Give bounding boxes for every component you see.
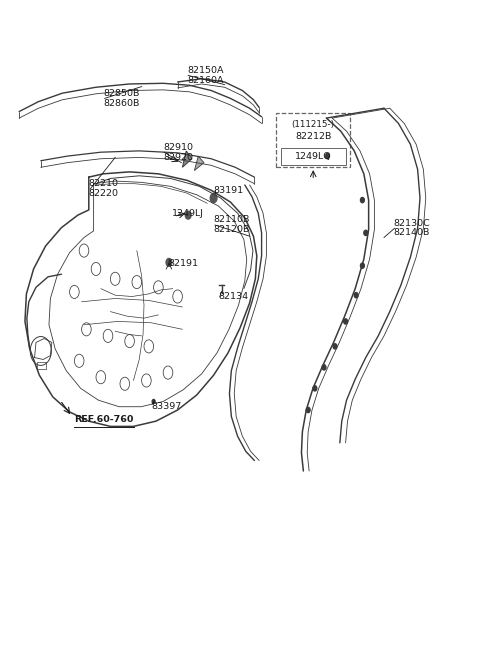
Text: 82920: 82920 — [163, 153, 193, 162]
Text: 1249LJ: 1249LJ — [172, 209, 204, 218]
Text: 82150A: 82150A — [187, 66, 224, 75]
Circle shape — [360, 263, 364, 268]
Circle shape — [210, 194, 217, 203]
Text: 82134: 82134 — [218, 292, 249, 301]
Circle shape — [152, 400, 155, 403]
Text: 1249LQ: 1249LQ — [295, 152, 332, 161]
Circle shape — [166, 258, 172, 266]
Circle shape — [322, 365, 326, 370]
Text: 82210: 82210 — [89, 179, 119, 188]
Circle shape — [333, 344, 337, 349]
Polygon shape — [194, 156, 204, 171]
Text: 82110B: 82110B — [214, 215, 250, 224]
Circle shape — [313, 386, 317, 391]
Text: 83397: 83397 — [151, 402, 181, 411]
Circle shape — [185, 211, 191, 219]
Text: 82130C: 82130C — [394, 218, 431, 228]
Circle shape — [325, 154, 329, 159]
Circle shape — [344, 319, 348, 324]
Text: 82860B: 82860B — [103, 99, 140, 108]
Text: 82120B: 82120B — [214, 225, 250, 234]
Text: 82220: 82220 — [89, 189, 119, 198]
Circle shape — [354, 293, 358, 298]
Text: 82191: 82191 — [168, 259, 198, 268]
Circle shape — [364, 230, 368, 236]
Polygon shape — [182, 151, 192, 167]
Text: (111215-): (111215-) — [292, 120, 335, 129]
Text: 82160A: 82160A — [187, 76, 224, 85]
Text: 82910: 82910 — [163, 143, 193, 152]
Text: 83191: 83191 — [214, 186, 244, 195]
Text: 82850B: 82850B — [103, 89, 140, 98]
Circle shape — [306, 407, 310, 413]
Text: 82140B: 82140B — [394, 228, 430, 237]
Text: REF.60-760: REF.60-760 — [74, 415, 134, 424]
Text: 82212B: 82212B — [295, 132, 331, 141]
Circle shape — [360, 197, 364, 203]
